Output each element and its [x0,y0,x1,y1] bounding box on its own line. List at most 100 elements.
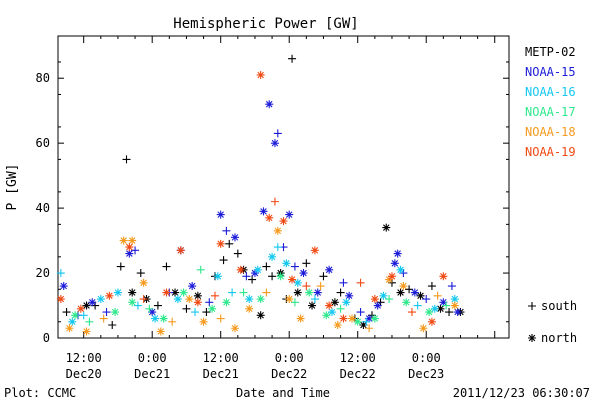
data-point-north [453,308,462,317]
plot-timestamp: 2011/12/23 06:30:07 [453,386,590,400]
data-point-north [285,210,294,219]
data-point-north [365,314,374,323]
x-tick-date-label: Dec22 [340,367,376,381]
data-point-north [71,311,80,320]
data-point-north [245,295,254,304]
data-points [56,54,465,336]
x-tick-time-label: 12:00 [340,351,376,365]
data-point-north [113,288,122,297]
data-point-south [365,324,374,333]
data-point-north [256,295,265,304]
data-point-north [279,217,288,226]
data-point-south [56,269,65,278]
data-point-north [162,288,171,297]
data-point-south [445,308,454,317]
data-point-north [105,291,114,300]
data-point-south [191,308,200,317]
data-point-north [396,288,405,297]
data-point-south [290,262,299,271]
legend-entry: NOAA-15 [525,65,576,79]
data-point-north [285,295,294,304]
x-tick-date-label: Dec21 [203,367,239,381]
data-point-north [82,327,91,336]
data-point-south [336,288,345,297]
data-point-north [193,298,202,307]
data-point-north [293,278,302,287]
data-point-south [262,262,271,271]
x-tick-time-label: 12:00 [66,351,102,365]
data-point-north [436,304,445,313]
data-point-south [168,317,177,326]
data-point-north [265,213,274,222]
legend-entry: NOAA-18 [525,125,576,139]
x-axis: 12:00 Dec20 0:00 Dec21 12:00 Dec21 0:00 Dec22 12… [66,36,496,381]
data-point-south [262,288,271,297]
data-point-north [176,246,185,255]
marker-legend-symbol-north [528,334,536,342]
data-point-south [290,298,299,307]
data-point-north [128,298,137,307]
data-point-north [282,259,291,268]
data-point-north [430,304,439,313]
data-point-north [296,314,305,323]
data-point-south [222,226,231,235]
data-point-south [302,259,311,268]
data-point-north [179,288,188,297]
data-point-north [425,308,434,317]
x-tick-time-label: 0:00 [138,351,167,365]
data-point-north [128,288,137,297]
data-point-north [390,259,399,268]
y-tick-label: 40 [36,201,50,215]
y-axis-label: P [GW] [5,164,20,211]
data-point-north [370,314,379,323]
y-tick-label: 80 [36,71,50,85]
data-point-south [447,282,456,291]
chart-title: Hemispheric Power [GW] [173,16,358,32]
data-point-north [111,308,120,317]
data-point-south [356,278,365,287]
data-point-south [405,285,414,294]
legend-entry: METP-02 [525,45,576,59]
data-point-south [270,197,279,206]
legend-entry: NOAA-19 [525,145,576,159]
data-point-south [310,295,319,304]
data-point-south [210,291,219,300]
data-point-north [125,249,134,258]
data-point-north [439,272,448,281]
data-point-north [268,252,277,261]
data-point-south [316,282,325,291]
data-point-south [339,278,348,287]
data-point-north [308,301,317,310]
data-point-south [433,291,442,300]
data-point-north [156,327,165,336]
data-point-north [151,314,160,323]
data-point-south [62,308,71,317]
data-point-south [196,265,205,274]
data-point-north [119,236,128,245]
data-point-south [225,239,234,248]
data-point-north [270,139,279,148]
data-point-north [387,272,396,281]
y-tick-label: 0 [43,331,50,345]
data-point-north [265,100,274,109]
data-point-south [116,262,125,271]
data-point-north [325,265,334,274]
data-point-north [299,269,308,278]
data-point-north [128,236,137,245]
data-point-north [410,288,419,297]
data-point-north [208,304,217,313]
marker-legend-label: north [541,331,577,345]
data-point-north [259,207,268,216]
y-axis: 0 20 40 60 80 [36,61,509,345]
data-point-north [370,295,379,304]
data-point-north [65,324,74,333]
data-point-south [219,256,228,265]
data-point-north [159,314,168,323]
data-point-north [148,308,157,317]
data-point-south [131,246,140,255]
data-point-south [336,304,345,313]
data-point-south [145,304,154,313]
data-point-north [313,288,322,297]
data-point-north [230,233,239,242]
data-point-north [345,291,354,300]
